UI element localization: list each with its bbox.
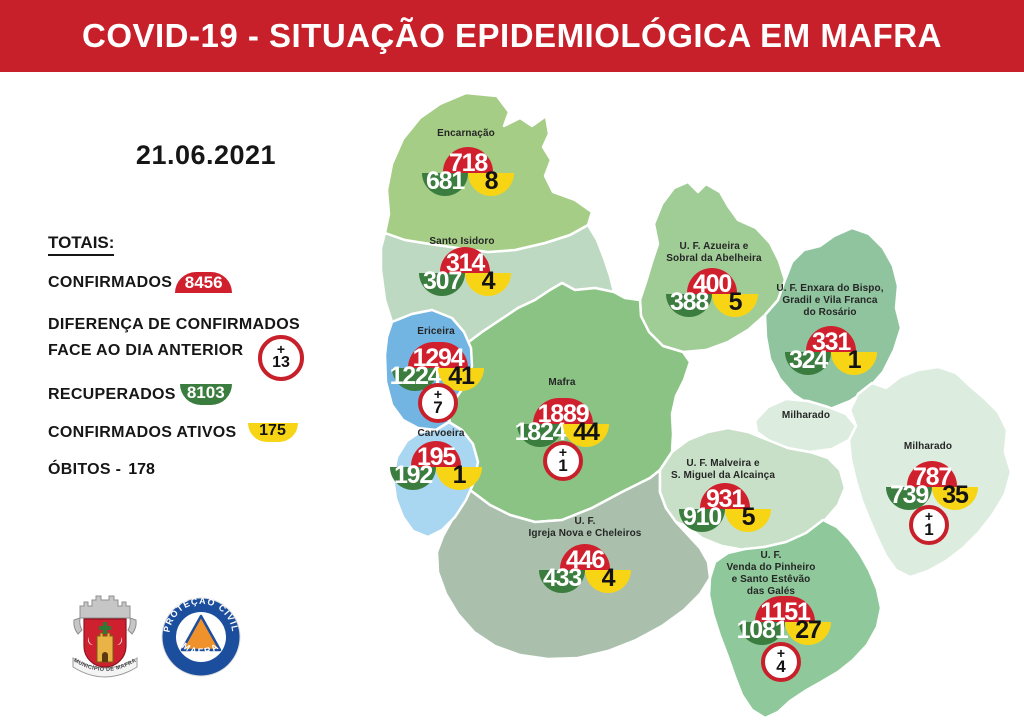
region-label-santo-isidoro: Santo Isidoro — [429, 236, 495, 247]
recovered-badge: 307 — [419, 267, 465, 296]
active-badge: 4 — [465, 267, 511, 296]
totals-ativos-row: CONFIRMADOS ATIVOS 175 — [48, 422, 298, 442]
active-badge: 44 — [563, 418, 609, 447]
obitos-label: ÓBITOS - — [48, 461, 122, 478]
plus-sign: + — [276, 341, 286, 358]
confirmados-badge: 8456 — [175, 272, 233, 293]
confirmed-badge: 331 — [806, 326, 856, 356]
confirmed-badge: 195 — [411, 441, 461, 471]
region-badges-venda-do-pinheiro: 1151 1081 27 — [710, 596, 860, 645]
ativos-badge: 175 — [247, 422, 298, 442]
totals-recuperados-row: RECUPERADOS 8103 — [48, 383, 232, 405]
region-shape-carvoeira — [391, 420, 480, 539]
obitos-value: 178 — [128, 461, 155, 478]
totals-confirmados-row: CONFIRMADOS 8456 — [48, 272, 233, 293]
totals-heading: TOTAIS: — [48, 233, 115, 256]
region-label-ericeira: Ericeira — [417, 326, 455, 337]
cross-icon — [99, 622, 111, 634]
protecao-civil-mafra-logo: PROTEÇÃO CIVIL MAFRA — [161, 597, 241, 677]
recovered-badge: 681 — [422, 167, 468, 196]
confirmed-badge: 1889 — [533, 398, 593, 428]
totals-diferenca-line1: DIFERENÇA DE CONFIRMADOS — [48, 316, 300, 334]
recovered-badge: 388 — [666, 288, 712, 317]
confirmed-badge: 1151 — [755, 596, 815, 626]
region-badges-mafra: 1889 1824 44 — [488, 398, 638, 447]
diff-circle-mafra: +1 — [543, 441, 583, 481]
region-badges-carvoeira: 195 192 1 — [361, 441, 511, 490]
confirmed-badge: 787 — [907, 461, 957, 491]
confirmed-badge: 718 — [443, 147, 493, 177]
diferenca-circle: + 13 — [258, 335, 304, 381]
recuperados-badge: 8103 — [179, 383, 232, 405]
totals-diferenca-line2: FACE AO DIA ANTERIOR — [48, 342, 243, 360]
region-label-mafra: Mafra — [548, 377, 576, 388]
active-badge: 1 — [831, 346, 877, 375]
confirmados-label: CONFIRMADOS — [48, 273, 173, 291]
region-badges-milharado: 787 739 35 — [857, 461, 1007, 510]
totals-obitos-row: ÓBITOS - 178 — [48, 461, 155, 479]
region-label-venda-do-pinheiro: U. F. Venda do Pinheiro e Santo Estêvão … — [726, 550, 816, 597]
confirmed-badge: 1294 — [408, 342, 468, 372]
region-badges-santo-isidoro: 314 307 4 — [390, 247, 540, 296]
civil-protection-triangle-icon — [180, 614, 222, 652]
confirmed-badge: 446 — [560, 544, 610, 574]
active-badge: 4 — [585, 564, 631, 593]
region-badges-azueira: 400 388 5 — [637, 268, 787, 317]
region-label-encarnacao: Encarnação — [437, 128, 495, 139]
diff-circle-ericeira: +7 — [418, 383, 458, 423]
recovered-badge: 910 — [679, 503, 725, 532]
region-label-carvoeira: Carvoeira — [417, 428, 465, 439]
recovered-badge: 324 — [785, 346, 831, 375]
crown-icon — [79, 595, 131, 619]
recuperados-label: RECUPERADOS — [48, 385, 176, 403]
active-badge: 8 — [468, 167, 514, 196]
recovered-badge: 192 — [390, 461, 436, 490]
active-badge: 1 — [436, 461, 482, 490]
active-badge: 5 — [712, 288, 758, 317]
recovered-badge: 433 — [539, 564, 585, 593]
diferenca-label-line1: DIFERENÇA DE CONFIRMADOS — [48, 316, 300, 333]
diferenca-label-line2: FACE AO DIA ANTERIOR — [48, 342, 244, 359]
confirmed-badge: 400 — [687, 268, 737, 298]
region-badges-enxara: 331 324 1 — [756, 326, 906, 375]
ativos-label: CONFIRMADOS ATIVOS — [48, 423, 237, 441]
castle-tower-icon — [96, 632, 114, 663]
diff-circle-milharado: +1 — [909, 505, 949, 545]
active-badge: 5 — [725, 503, 771, 532]
header-banner: COVID-19 - SITUAÇÃO EPIDEMIOLÓGICA EM MA… — [0, 0, 1024, 72]
ribbon — [72, 657, 138, 678]
region-label-azueira: U. F. Azueira e Sobral da Abelheira — [666, 241, 762, 264]
confirmed-badge: 931 — [700, 483, 750, 513]
recovered-badge: 1824 — [514, 418, 567, 447]
region-badges-malveira: 931 910 5 — [650, 483, 800, 532]
region-label-milharado: Milharado — [903, 441, 953, 452]
report-date: 21.06.2021 — [135, 140, 277, 170]
region-badges-igreja-nova: 446 433 4 — [510, 544, 660, 593]
recovered-badge: 1081 — [736, 616, 789, 645]
page-title: COVID-19 - SITUAÇÃO EPIDEMIOLÓGICA EM MA… — [82, 17, 942, 54]
region-label-milharado-exclave: Milharado — [781, 410, 831, 421]
region-badges-ericeira: 1294 1224 41 — [363, 342, 513, 391]
active-badge: 35 — [932, 481, 978, 510]
region-label-enxara: U. F. Enxara do Bispo, Gradil e Vila Fra… — [776, 283, 884, 318]
region-badges-encarnacao: 718 681 8 — [393, 147, 543, 196]
active-badge: 27 — [785, 616, 831, 645]
region-label-igreja-nova: U. F. Igreja Nova e Cheleiros — [528, 516, 642, 539]
recovered-badge: 739 — [886, 481, 932, 510]
active-badge: 41 — [438, 362, 484, 391]
region-label-malveira: U. F. Malveira e S. Miguel da Alcainça — [671, 458, 775, 481]
municipio-de-mafra-coat-of-arms: MUNICÍPIO DE MAFRA — [72, 595, 138, 678]
confirmed-badge: 314 — [440, 247, 490, 277]
diff-circle-venda-do-pinheiro: +4 — [761, 642, 801, 682]
crescent-icon — [88, 637, 93, 645]
crescent-icon — [117, 637, 122, 645]
